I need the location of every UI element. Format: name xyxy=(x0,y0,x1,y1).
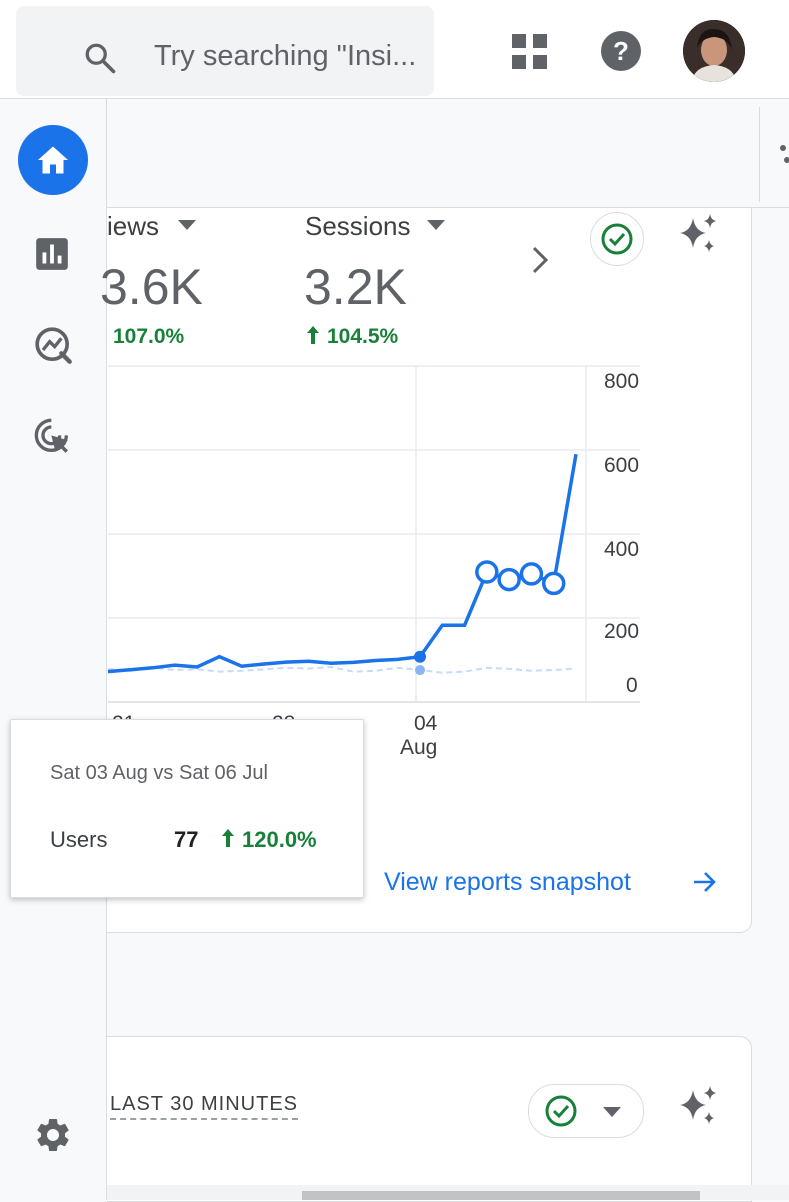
scrollbar-thumb[interactable] xyxy=(302,1191,700,1200)
chevron-down-icon[interactable] xyxy=(427,220,445,232)
users-line-chart xyxy=(107,365,640,703)
settings-gear-icon[interactable] xyxy=(33,1115,73,1155)
data-quality-check-button[interactable] xyxy=(590,212,644,266)
anomaly-marker[interactable] xyxy=(519,562,544,586)
realtime-check-dropdown[interactable] xyxy=(528,1084,644,1138)
tooltip-metric-label: Users xyxy=(50,827,108,852)
hovered-point-previous[interactable] xyxy=(415,665,425,676)
chevron-right-icon[interactable] xyxy=(530,245,552,275)
y-tick-label: 600 xyxy=(604,454,640,477)
explore-icon[interactable] xyxy=(33,325,73,365)
avatar[interactable] xyxy=(683,20,745,82)
arrow-right-icon[interactable] xyxy=(692,870,718,894)
svg-text:?: ? xyxy=(613,36,629,66)
reports-bar-chart-icon[interactable] xyxy=(33,235,71,273)
metric-label-sessions[interactable]: Sessions xyxy=(305,211,411,241)
y-tick-label: 0 xyxy=(626,674,638,697)
y-tick-label: 800 xyxy=(604,370,640,393)
sparkle-insights-icon[interactable] xyxy=(676,212,720,256)
metric-change-views: 107.0% xyxy=(113,325,185,348)
tooltip-change: 120.0% xyxy=(242,827,317,852)
header-divider xyxy=(759,107,760,202)
series-line-current xyxy=(107,453,578,674)
page-header xyxy=(107,99,789,208)
advertising-target-icon[interactable] xyxy=(33,417,73,457)
metric-label-views[interactable]: iews xyxy=(107,211,160,241)
sparkle-insights-icon[interactable] xyxy=(676,1084,720,1128)
horizontal-scrollbar[interactable] xyxy=(107,1185,789,1200)
view-reports-snapshot-link[interactable]: View reports snapshot xyxy=(384,868,631,896)
realtime-title[interactable]: LAST 30 MINUTES xyxy=(110,1093,299,1120)
tooltip-value: 77 xyxy=(174,827,199,852)
x-tick-label: 04 xyxy=(414,712,438,735)
arrow-up-icon xyxy=(222,829,234,847)
search-box[interactable] xyxy=(16,6,444,96)
search-input[interactable] xyxy=(154,36,444,76)
apps-grid-icon[interactable] xyxy=(511,33,549,71)
chevron-down-icon[interactable] xyxy=(178,220,196,232)
tooltip-date: Sat 03 Aug vs Sat 06 Jul xyxy=(50,762,268,784)
metric-value-views: 3.6K xyxy=(100,259,203,315)
x-tick-label: Aug xyxy=(400,736,438,759)
nav-home[interactable] xyxy=(18,125,88,195)
sidebar xyxy=(0,99,107,1200)
anomaly-marker[interactable] xyxy=(475,560,499,584)
anomaly-marker[interactable] xyxy=(541,571,566,596)
chart-tooltip: Sat 03 Aug vs Sat 06 Jul Users 77 120.0% xyxy=(10,719,364,898)
y-tick-label: 400 xyxy=(604,538,640,561)
search-icon xyxy=(85,43,116,74)
metric-change-sessions: 104.5% xyxy=(327,325,399,348)
series-line-previous xyxy=(107,665,577,674)
home-icon xyxy=(38,146,68,174)
metric-value-sessions: 3.2K xyxy=(304,259,407,315)
arrow-up-icon xyxy=(307,326,319,344)
help-icon[interactable]: ? xyxy=(601,31,641,71)
check-circle-icon xyxy=(545,1095,577,1127)
edit-icon[interactable] xyxy=(778,140,789,170)
top-bar: ? xyxy=(0,0,789,99)
hovered-point-current[interactable] xyxy=(414,650,426,663)
chevron-down-icon xyxy=(603,1107,621,1117)
anomaly-marker[interactable] xyxy=(497,567,521,592)
y-tick-label: 200 xyxy=(604,620,640,643)
check-circle-icon xyxy=(601,223,633,255)
